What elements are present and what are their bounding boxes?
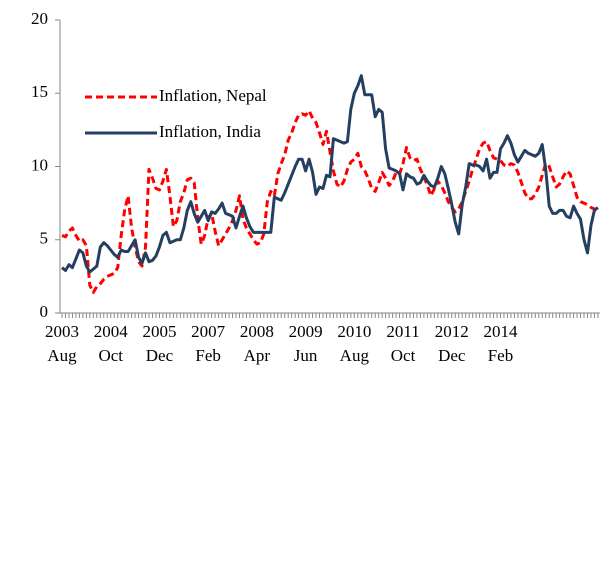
x-tick-label: 2005 Dec [142,322,176,365]
legend-label: Inflation, India [159,122,261,141]
x-tick-label: 2009 Jun [289,322,323,365]
x-tick-label: 2014 Feb [483,322,518,365]
x-tick-label: 2007 Feb [191,322,226,365]
x-tick-label: 2012 Dec [435,322,469,365]
data-line [61,109,599,294]
x-tick-label: 2008 Apr [240,322,274,365]
x-tick-label: 2004 Oct [94,322,129,365]
x-tick-label: 2003 Aug [45,322,79,365]
y-tick-label: 0 [40,302,49,321]
y-tick-label: 20 [31,9,48,28]
x-tick-label: 2010 Aug [337,322,371,365]
x-tick-label: 2011 Oct [386,322,419,365]
legend-label: Inflation, Nepal [159,86,267,105]
y-tick-label: 15 [31,82,48,101]
data-line [61,74,599,274]
y-tick-label: 5 [40,229,49,248]
y-tick-label: 10 [31,155,48,174]
